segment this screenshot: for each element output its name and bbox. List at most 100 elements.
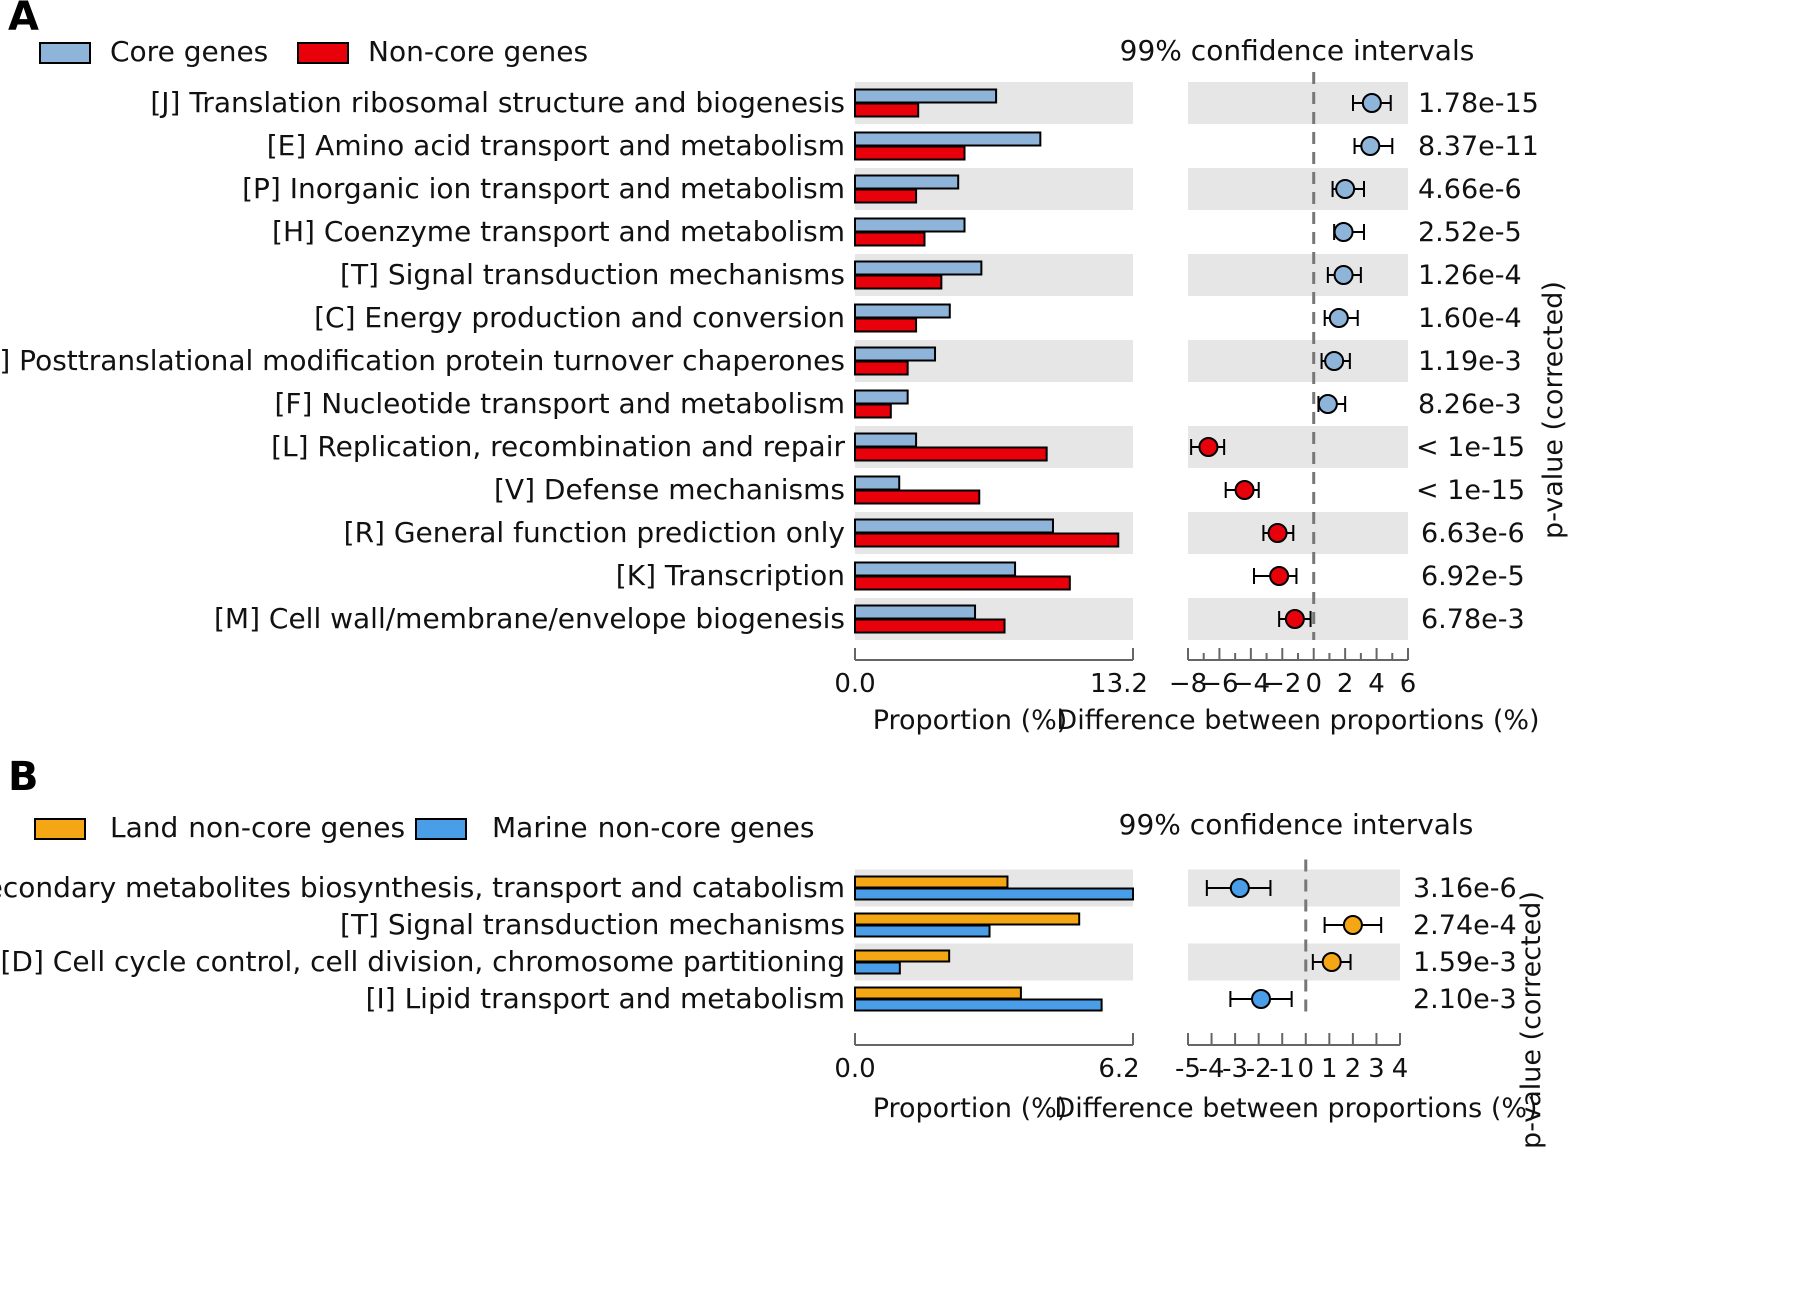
panel-b-legend-label-1: Land non-core genes [110, 811, 405, 844]
panel-a-row-band-diff-3 [1188, 168, 1408, 210]
panel-a-bar-s2-2 [854, 145, 966, 161]
panel-a-category-label-10: [V] Defense mechanisms [494, 473, 845, 506]
panel-a-difference-tick-label-5: 0 [1305, 669, 1322, 699]
panel-a-p-value-1: 1.78e-15 [1418, 88, 1539, 119]
panel-b-label: B [8, 754, 39, 800]
panel-a-p-value-12: 6.92e-5 [1421, 561, 1525, 592]
panel-a-bar-s2-10 [854, 489, 981, 505]
panel-b-category-label-2: [T] Signal transduction mechanisms [340, 908, 845, 941]
panel-b-bar-s1-3 [854, 949, 951, 963]
panel-a-category-label-9: [L] Replication, recombination and repai… [271, 430, 845, 463]
panel-a-bar-s2-9 [854, 446, 1048, 462]
panel-b-legend-suffix-1: non-core genes [188, 811, 405, 844]
panel-b-difference-tick-label-3: -3 [1222, 1054, 1248, 1084]
panel-a-category-label-2: [E] Amino acid transport and metabolism [267, 129, 845, 162]
panel-b-difference-tick-label-6: 0 [1298, 1054, 1315, 1084]
panel-b-difference-tick-label-4: -2 [1246, 1054, 1272, 1084]
panel-a-bar-s1-12 [854, 561, 1017, 577]
panel-b-difference-tick-label-9: 3 [1368, 1054, 1385, 1084]
panel-b-proportion-tick-label-2: 6.2 [1098, 1054, 1139, 1084]
panel-b-p-value-1: 3.16e-6 [1413, 873, 1517, 904]
panel-a-proportion-tick-label-2: 13.2 [1090, 669, 1148, 699]
panel-a-category-label-13: [M] Cell wall/membrane/envelope biogenes… [214, 602, 845, 635]
panel-a-diff-point-8 [1317, 394, 1338, 414]
panel-a-bar-s2-5 [854, 274, 943, 290]
panel-a-category-label-11: [R] General function prediction only [344, 516, 845, 549]
panel-b-ci-title: 99% confidence intervals [1119, 808, 1474, 841]
panel-a-category-label-12: [K] Transcription [616, 559, 845, 592]
panel-b-xlabel-difference: Difference between proportions (%) [1054, 1093, 1537, 1124]
panel-a-diff-point-12 [1269, 566, 1290, 586]
panel-b-bar-s1-1 [854, 875, 1009, 889]
panel-a-xlabel-proportion: Proportion (%) [873, 705, 1068, 736]
panel-b-proportion-tick-label-1: 0.0 [834, 1054, 875, 1084]
panel-b-diff-point-3 [1321, 952, 1342, 972]
panel-a-p-value-4: 2.52e-5 [1418, 217, 1522, 248]
panel-a-category-label-8: [F] Nucleotide transport and metabolism [274, 387, 845, 420]
panel-b-legend-swatch-1 [34, 818, 86, 840]
panel-a-diff-point-10 [1234, 480, 1255, 500]
panel-a-bar-s1-2 [854, 131, 1042, 147]
panel-a-p-value-5: 1.26e-4 [1418, 260, 1522, 291]
panel-a-bar-s2-6 [854, 317, 918, 333]
panel-a-diff-point-6 [1328, 308, 1349, 328]
panel-b-difference-tick-label-10: 4 [1392, 1054, 1409, 1084]
panel-a-proportion-tick-label-1: 0.0 [834, 669, 875, 699]
panel-a-legend-label-1: Core genes [110, 35, 268, 68]
panel-b-diff-point-2 [1342, 915, 1363, 935]
panel-b-bar-s2-4 [854, 998, 1103, 1012]
panel-b-category-label-1: [Q] Secondary metabolites biosynthesis, … [0, 871, 845, 904]
panel-a-bar-s1-8 [854, 389, 909, 405]
panel-b-difference-tick-label-1: -5 [1175, 1054, 1201, 1084]
panel-a-difference-tick-label-3: −4 [1232, 669, 1270, 699]
panel-a-row-band-diff-11 [1188, 512, 1408, 554]
panel-a-bar-s2-7 [854, 360, 909, 376]
panel-a-bar-s2-3 [854, 188, 918, 204]
panel-a-row-band-diff-7 [1188, 340, 1408, 382]
panel-a-p-value-8: 8.26e-3 [1418, 389, 1522, 420]
panel-b-legend-swatch-2 [415, 818, 467, 840]
panel-a-bar-s1-9 [854, 432, 918, 448]
panel-a-bar-s2-12 [854, 575, 1071, 591]
panel-a-diff-point-7 [1324, 351, 1345, 371]
panel-a-category-label-3: [P] Inorganic ion transport and metaboli… [242, 172, 845, 205]
panel-b-difference-tick-label-7: 1 [1321, 1054, 1338, 1084]
panel-a-bar-s1-1 [854, 88, 998, 104]
panel-a-category-label-4: [H] Coenzyme transport and metabolism [272, 215, 845, 248]
panel-a-diff-point-5 [1333, 265, 1354, 285]
panel-a-ci-title: 99% confidence intervals [1120, 34, 1475, 67]
panel-a-legend-swatch-1 [39, 42, 91, 64]
panel-a-difference-tick-label-4: −2 [1263, 669, 1301, 699]
panel-b-bar-s2-2 [854, 924, 991, 938]
panel-a-bar-s1-13 [854, 604, 977, 620]
panel-b-legend-name-1: Land [110, 811, 178, 844]
panel-a-p-value-11: 6.63e-6 [1421, 518, 1525, 549]
panel-b-difference-tick-label-2: -4 [1199, 1054, 1225, 1084]
panel-a-diff-point-2 [1360, 136, 1381, 156]
panel-b-legend-name-2: Marine [492, 811, 588, 844]
panel-b-diff-point-1 [1229, 878, 1250, 898]
panel-a-bar-s2-13 [854, 618, 1006, 634]
panel-a-difference-tick-label-2: −6 [1200, 669, 1238, 699]
panel-b-p-value-4: 2.10e-3 [1413, 984, 1517, 1015]
panel-a-difference-tick-label-8: 6 [1400, 669, 1417, 699]
panel-b-bar-s1-4 [854, 986, 1022, 1000]
panel-a-bar-s2-1 [854, 102, 920, 118]
panel-a-difference-tick-label-6: 2 [1337, 669, 1354, 699]
panel-b-ylabel-pvalue: p-value (corrected) [1516, 891, 1547, 1149]
panel-a-bar-s1-4 [854, 217, 966, 233]
panel-a-category-label-7: [O] Posttranslational modification prote… [0, 344, 845, 377]
panel-a-legend-label-2: Non-core genes [368, 35, 588, 68]
panel-a-bar-s1-6 [854, 303, 951, 319]
panel-a-bar-s1-10 [854, 475, 901, 491]
panel-a-bar-s1-7 [854, 346, 937, 362]
panel-a-ylabel-pvalue: p-value (corrected) [1538, 281, 1569, 539]
panel-b-p-value-2: 2.74e-4 [1413, 910, 1517, 941]
panel-a-difference-tick-label-7: 4 [1368, 669, 1385, 699]
panel-a-bar-s2-4 [854, 231, 926, 247]
panel-b-category-label-4: [I] Lipid transport and metabolism [366, 982, 845, 1015]
panel-a-difference-tick-label-1: −8 [1169, 669, 1207, 699]
panel-a-p-value-6: 1.60e-4 [1418, 303, 1522, 334]
panel-b-bar-s2-3 [854, 961, 901, 975]
